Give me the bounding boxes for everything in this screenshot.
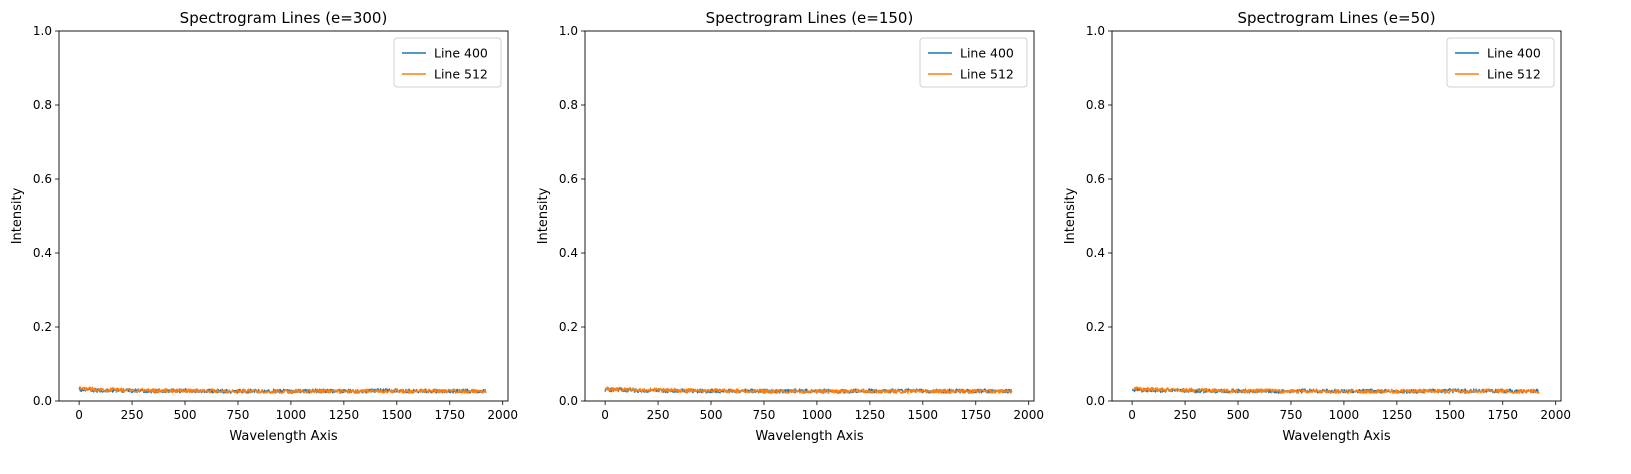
x-tick-label: 2000 <box>1013 408 1044 422</box>
y-tick-label: 0.8 <box>33 98 52 112</box>
x-tick-label: 500 <box>1227 408 1250 422</box>
y-axis-label: Intensity <box>536 187 551 244</box>
y-tick-label: 0.4 <box>559 246 578 260</box>
legend-entry: Line 400 <box>960 46 1014 61</box>
x-tick-label: 0 <box>1128 408 1136 422</box>
y-tick-label: 0.2 <box>559 320 578 334</box>
y-tick-label: 0.2 <box>1086 320 1105 334</box>
x-tick-label: 750 <box>227 408 250 422</box>
y-tick-label: 0.0 <box>559 394 578 408</box>
x-tick-label: 250 <box>121 408 144 422</box>
series-line-2 <box>1131 386 1540 395</box>
x-tick-label: 1750 <box>434 408 465 422</box>
x-tick-label: 1000 <box>1329 408 1360 422</box>
x-tick-label: 250 <box>1174 408 1197 422</box>
x-axis-label: Wavelength Axis <box>755 429 863 444</box>
chart-panel-3: Spectrogram Lines (e=50) 0 250 500 750 1000 12… <box>1063 9 1571 444</box>
y-axis-label: Intensity <box>1063 187 1078 244</box>
x-tick-label: 750 <box>753 408 776 422</box>
x-tick-label: 0 <box>601 408 609 422</box>
y-tick-label: 0.6 <box>1086 172 1105 186</box>
x-tick-label: 500 <box>700 408 723 422</box>
x-tick-label: 2000 <box>487 408 518 422</box>
legend: Line 400 Line 512 <box>919 37 1028 88</box>
legend-entry: Line 512 <box>1487 67 1541 82</box>
legend-entry: Line 400 <box>434 46 488 61</box>
series-line-2 <box>78 386 487 395</box>
y-tick-label: 1.0 <box>33 24 52 38</box>
y-tick-label: 0.0 <box>33 394 52 408</box>
x-tick-label: 250 <box>647 408 670 422</box>
x-tick-label: 1250 <box>1382 408 1413 422</box>
y-tick-label: 1.0 <box>1086 24 1105 38</box>
series-line-2 <box>604 386 1013 395</box>
y-tick-label: 0.4 <box>1086 246 1105 260</box>
y-tick-label: 0.2 <box>33 320 52 334</box>
chart-title: Spectrogram Lines (e=150) <box>706 9 914 27</box>
y-tick-label: 1.0 <box>559 24 578 38</box>
legend: Line 400 Line 512 <box>1446 37 1555 88</box>
y-axis-label: Intensity <box>10 187 25 244</box>
y-tick-label: 0.4 <box>33 246 52 260</box>
y-tick-label: 0.0 <box>1086 394 1105 408</box>
y-tick-label: 0.6 <box>559 172 578 186</box>
x-tick-label: 1500 <box>908 408 939 422</box>
y-tick-label: 0.8 <box>1086 98 1105 112</box>
x-tick-label: 1500 <box>1435 408 1466 422</box>
x-tick-label: 750 <box>1280 408 1303 422</box>
legend: Line 400 Line 512 <box>393 37 502 88</box>
x-tick-label: 1250 <box>329 408 360 422</box>
chart-title: Spectrogram Lines (e=300) <box>180 9 388 27</box>
y-tick-label: 0.6 <box>33 172 52 186</box>
chart-panel-1: Spectrogram Lines (e=300) 0 250 500 750 1000 1… <box>10 9 518 444</box>
legend-entry: Line 512 <box>960 67 1014 82</box>
x-tick-label: 0 <box>75 408 83 422</box>
chart-panel-2: Spectrogram Lines (e=150) 0 250 500 750 1000 1… <box>536 9 1044 444</box>
x-tick-label: 1750 <box>960 408 991 422</box>
plot-frame <box>1111 30 1562 402</box>
legend-entry: Line 400 <box>1487 46 1541 61</box>
x-tick-label: 500 <box>174 408 197 422</box>
plot-frame <box>58 30 509 402</box>
x-axis-label: Wavelength Axis <box>229 429 337 444</box>
x-tick-label: 1000 <box>276 408 307 422</box>
x-tick-label: 2000 <box>1540 408 1571 422</box>
legend-entry: Line 512 <box>434 67 488 82</box>
x-tick-label: 1500 <box>382 408 413 422</box>
y-tick-label: 0.8 <box>559 98 578 112</box>
x-axis-label: Wavelength Axis <box>1282 429 1390 444</box>
x-tick-label: 1000 <box>802 408 833 422</box>
chart-title: Spectrogram Lines (e=50) <box>1237 9 1435 27</box>
plot-frame <box>584 30 1035 402</box>
x-tick-label: 1750 <box>1487 408 1518 422</box>
x-tick-label: 1250 <box>855 408 886 422</box>
